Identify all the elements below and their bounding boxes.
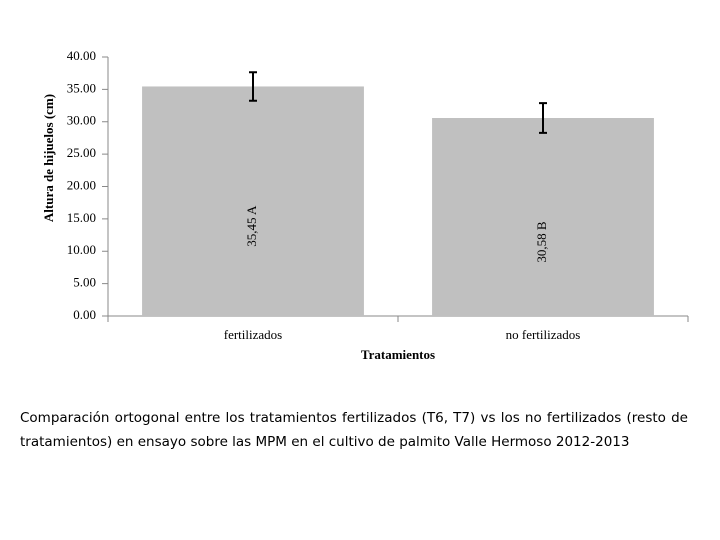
y-tick-label: 0.00 [73,307,96,322]
y-tick-label: 35.00 [67,80,96,95]
x-tick-label: fertilizados [224,327,282,342]
caption: Comparación ortogonal entre los tratamie… [20,410,688,450]
y-tick-label: 15.00 [67,210,96,225]
y-tick-label: 5.00 [73,275,96,290]
y-axis-label: Altura de hijuelos (cm) [41,94,56,222]
y-tick-label: 30.00 [67,113,96,128]
x-axis-label: Tratamientos [361,347,435,362]
y-tick-label: 10.00 [67,242,96,257]
x-tick-label: no fertilizados [506,327,581,342]
data-label: 30,58 B [534,221,549,263]
y-tick-label: 20.00 [67,177,96,192]
y-tick-label: 25.00 [67,145,96,160]
chart: Altura de hijuelos (cm) Tratamientos 0.0… [41,48,689,362]
error-bar [249,71,257,102]
bar [432,117,654,316]
data-label: 35,45 A [244,205,259,247]
y-tick-label: 40.00 [67,48,96,63]
bar [142,86,364,317]
error-bar [539,102,547,134]
